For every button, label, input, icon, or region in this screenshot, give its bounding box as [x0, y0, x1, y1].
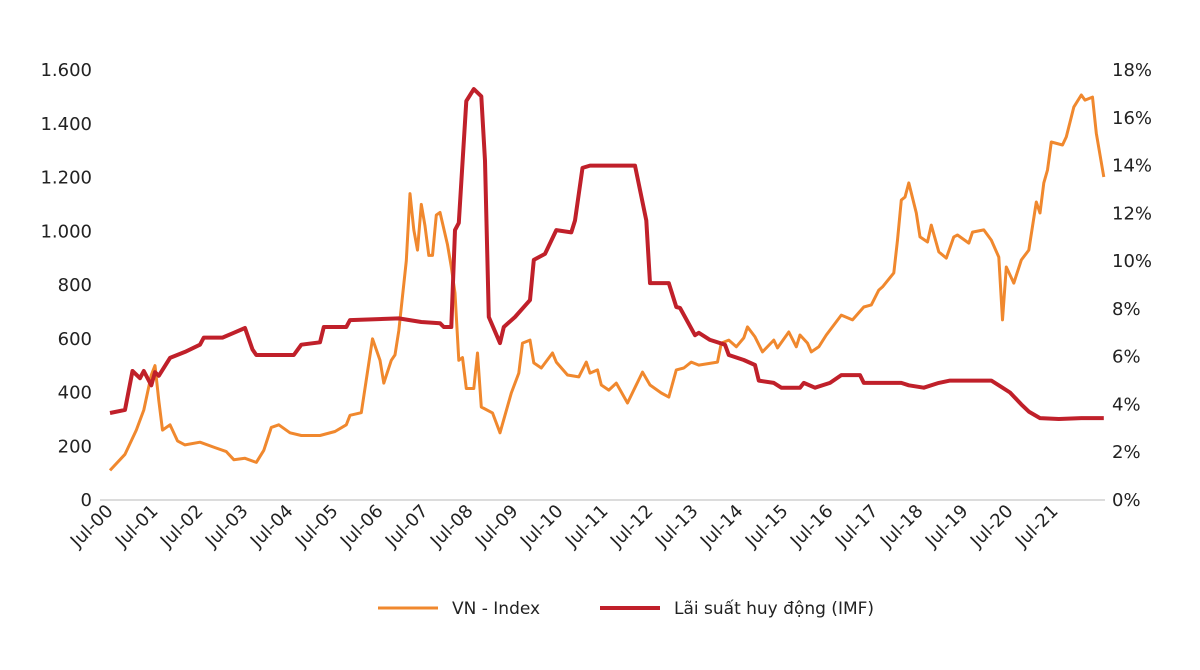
x-axis-ticks: Jul-00Jul-01Jul-02Jul-03Jul-04Jul-05Jul-…: [66, 501, 1063, 553]
left-tick-label: 400: [58, 383, 92, 404]
right-tick-label: 4%: [1112, 394, 1141, 415]
x-tick-label: Jul-17: [831, 501, 883, 553]
legend: VN - Index Lãi suất huy động (IMF): [378, 598, 874, 619]
x-tick-label: Jul-08: [426, 501, 478, 553]
left-tick-label: 1.400: [40, 114, 92, 135]
x-tick-label: Jul-20: [966, 501, 1018, 553]
right-tick-label: 10%: [1112, 251, 1152, 272]
left-tick-label: 1.000: [40, 221, 92, 242]
left-tick-label: 200: [58, 436, 92, 457]
x-tick-label: Jul-13: [651, 501, 703, 553]
left-tick-label: 1.600: [40, 60, 92, 81]
left-tick-label: 800: [58, 275, 92, 296]
x-tick-label: Jul-01: [111, 501, 163, 553]
right-tick-label: 18%: [1112, 60, 1152, 81]
legend-label-vn-index: VN - Index: [452, 599, 540, 619]
left-tick-label: 1.200: [40, 168, 92, 189]
x-tick-label: Jul-04: [246, 501, 298, 553]
x-tick-label: Jul-02: [156, 501, 208, 553]
x-tick-label: Jul-19: [921, 501, 973, 553]
left-tick-label: 0: [81, 490, 92, 511]
right-tick-label: 6%: [1112, 347, 1141, 368]
right-tick-label: 16%: [1112, 108, 1152, 129]
x-tick-label: Jul-11: [561, 501, 613, 553]
right-axis-ticks: 0% 2% 4% 6% 8% 10% 12% 14% 16% 18%: [1112, 60, 1152, 511]
x-tick-label: Jul-07: [381, 501, 433, 553]
deposit-rate-line: [109, 87, 1104, 421]
right-tick-label: 0%: [1112, 490, 1141, 511]
x-tick-label: Jul-12: [606, 501, 658, 553]
legend-label-deposit-rate: Lãi suất huy động (IMF): [674, 598, 874, 619]
left-tick-label: 600: [58, 329, 92, 350]
x-tick-label: Jul-05: [291, 501, 343, 553]
x-tick-label: Jul-09: [471, 501, 523, 553]
x-tick-label: Jul-18: [876, 501, 928, 553]
x-tick-label: Jul-10: [516, 501, 568, 553]
right-tick-label: 8%: [1112, 299, 1141, 320]
left-axis-ticks: 0 200 400 600 800 1.000 1.200 1.400 1.600: [40, 60, 92, 511]
x-tick-label: Jul-21: [1011, 501, 1063, 553]
x-tick-label: Jul-06: [336, 501, 388, 553]
right-tick-label: 14%: [1112, 156, 1152, 177]
x-tick-label: Jul-15: [741, 501, 793, 553]
x-tick-label: Jul-14: [696, 501, 748, 553]
x-tick-label: Jul-03: [201, 501, 253, 553]
right-tick-label: 12%: [1112, 203, 1152, 224]
vn-index-line: [108, 93, 1106, 472]
right-tick-label: 2%: [1112, 442, 1141, 463]
series-group: [108, 87, 1106, 472]
x-tick-label: Jul-16: [786, 501, 838, 553]
